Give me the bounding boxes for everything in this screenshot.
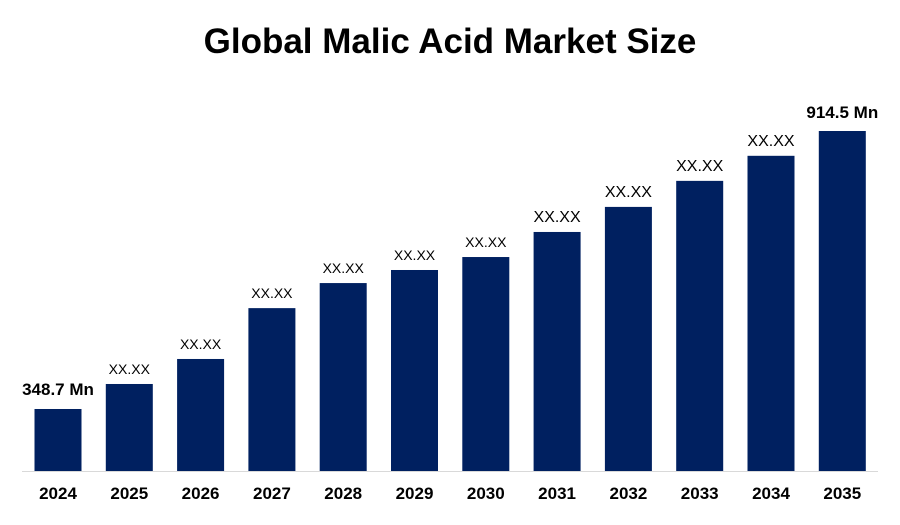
data-label: XX.XX: [534, 209, 581, 226]
data-label: XX.XX: [605, 184, 652, 201]
data-label: XX.XX: [676, 158, 723, 175]
data-label: XX.XX: [251, 285, 293, 301]
data-label: XX.XX: [180, 336, 222, 352]
bar-2032: [604, 206, 652, 471]
x-tick-label: 2027: [253, 484, 291, 503]
bar-2025: [105, 383, 153, 471]
x-tick-label: 2031: [538, 484, 576, 503]
bar-2031: [533, 231, 581, 471]
x-tick-label: 2035: [823, 484, 861, 503]
data-label: XX.XX: [747, 133, 794, 150]
x-tick-label: 2025: [110, 484, 148, 503]
bar-2030: [462, 257, 510, 471]
bar-2026: [177, 358, 225, 471]
bar-2033: [676, 180, 724, 472]
data-label: XX.XX: [394, 247, 436, 263]
bar-2028: [319, 283, 367, 471]
chart-title: Global Malic Acid Market Size: [203, 22, 697, 61]
bar-2035: [818, 131, 866, 471]
x-tick-label: 2026: [182, 484, 220, 503]
x-tick-label: 2029: [396, 484, 434, 503]
bar-2027: [248, 308, 296, 471]
data-label: 348.7 Mn: [22, 380, 94, 399]
x-tick-label: 2030: [467, 484, 505, 503]
data-label: XX.XX: [465, 234, 507, 250]
bar-2029: [391, 269, 438, 471]
x-tick-label: 2034: [752, 484, 790, 503]
x-tick-label: 2032: [609, 484, 647, 503]
x-tick-label: 2028: [324, 484, 362, 503]
data-label: XX.XX: [109, 361, 151, 377]
bar-2034: [747, 155, 795, 471]
data-label: 914.5 Mn: [806, 103, 878, 122]
x-tick-label: 2033: [681, 484, 719, 503]
data-label: XX.XX: [323, 260, 365, 276]
bar-2024: [34, 408, 82, 471]
x-tick-label: 2024: [39, 484, 77, 503]
